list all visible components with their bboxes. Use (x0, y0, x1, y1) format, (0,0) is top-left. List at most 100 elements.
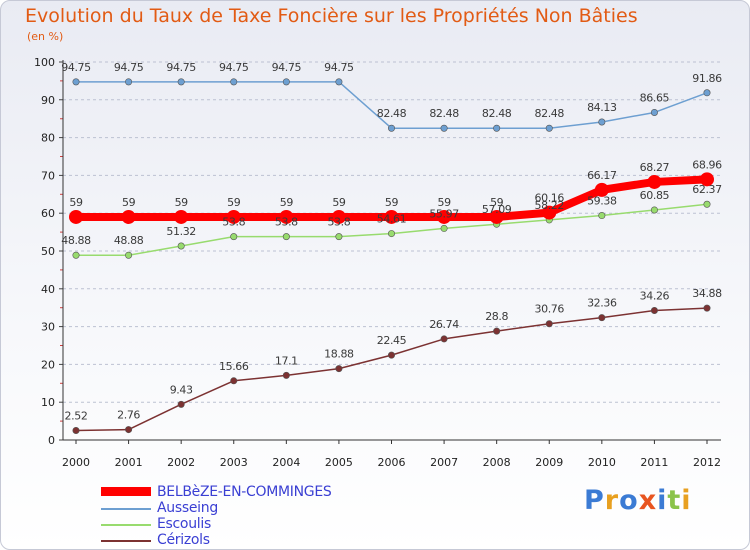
data-label-ausseing: 82.48 (535, 107, 565, 120)
data-label-belb-ze-en-comminges: 59 (280, 196, 294, 209)
data-point-c-rizols (387, 351, 395, 359)
data-point-ausseing (177, 78, 185, 86)
data-point-belb-ze-en-comminges (542, 205, 557, 220)
data-point-ausseing (545, 124, 553, 132)
y-tick-label: 90 (41, 94, 55, 107)
y-tick-label: 30 (41, 321, 55, 334)
data-point-belb-ze-en-comminges (331, 209, 346, 224)
x-tick-label: 2007 (430, 456, 458, 469)
logo-letter: x (638, 485, 658, 516)
data-label-belb-ze-en-comminges: 68.27 (640, 161, 670, 174)
data-point-c-rizols (493, 327, 501, 335)
data-label-belb-ze-en-comminges: 59 (385, 196, 399, 209)
x-tick-label: 2006 (378, 456, 406, 469)
data-label-belb-ze-en-comminges: 59 (437, 196, 451, 209)
data-point-c-rizols (177, 400, 185, 408)
data-point-belb-ze-en-comminges (594, 182, 609, 197)
data-label-escoulis: 48.88 (61, 234, 91, 247)
y-tick-label: 80 (41, 132, 55, 145)
data-point-belb-ze-en-comminges (437, 209, 452, 224)
x-tick-label: 2009 (535, 456, 563, 469)
data-label-ausseing: 91.86 (692, 72, 722, 85)
y-tick-label: 10 (41, 396, 55, 409)
data-point-c-rizols (72, 426, 80, 434)
data-point-c-rizols (440, 335, 448, 343)
data-label-escoulis: 48.88 (114, 234, 144, 247)
data-point-belb-ze-en-comminges (489, 209, 504, 224)
data-point-escoulis (598, 212, 606, 220)
data-point-ausseing (387, 124, 395, 132)
data-point-escoulis (387, 230, 395, 238)
data-label-c-rizols: 22.45 (377, 334, 407, 347)
proxiti-logo: Proxiti (584, 485, 692, 516)
logo-letter: o (619, 485, 639, 516)
data-label-belb-ze-en-comminges: 59 (332, 196, 346, 209)
data-point-belb-ze-en-comminges (174, 209, 189, 224)
data-point-ausseing (703, 89, 711, 97)
data-point-c-rizols (282, 371, 290, 379)
legend-swatch-ausseing (101, 508, 151, 510)
data-label-ausseing: 84.13 (587, 101, 617, 114)
data-point-c-rizols (598, 314, 606, 322)
data-label-ausseing: 86.65 (640, 91, 670, 104)
data-label-ausseing: 94.75 (114, 61, 144, 74)
data-label-c-rizols: 9.43 (170, 383, 193, 396)
data-label-belb-ze-en-comminges: 60.16 (535, 192, 565, 205)
data-label-ausseing: 94.75 (219, 61, 249, 74)
chart-title: Evolution du Taux de Taxe Foncière sur l… (25, 5, 638, 27)
data-point-c-rizols (125, 426, 133, 434)
data-label-ausseing: 82.48 (377, 107, 407, 120)
data-label-c-rizols: 34.88 (692, 287, 722, 300)
data-point-belb-ze-en-comminges (69, 209, 83, 224)
legend-label-ausseing: Ausseing (157, 500, 218, 516)
logo-letter: r (604, 485, 620, 516)
data-label-escoulis: 54.61 (377, 213, 407, 226)
data-point-c-rizols (703, 304, 711, 312)
x-tick-label: 2005 (325, 456, 353, 469)
y-tick-label: 40 (41, 283, 55, 296)
legend-swatch-escoulis (101, 524, 151, 526)
data-label-belb-ze-en-comminges: 68.96 (692, 158, 722, 171)
data-label-c-rizols: 32.36 (587, 297, 617, 310)
data-label-escoulis: 53.8 (327, 216, 350, 229)
data-label-c-rizols: 17.1 (275, 354, 298, 367)
data-point-escoulis (650, 206, 658, 214)
data-label-escoulis: 53.8 (275, 216, 298, 229)
x-tick-label: 2010 (588, 456, 616, 469)
data-point-ausseing (493, 124, 501, 132)
data-label-ausseing: 94.75 (166, 61, 196, 74)
data-label-escoulis: 60.85 (640, 189, 670, 202)
data-point-ausseing (230, 78, 238, 86)
data-label-belb-ze-en-comminges: 66.17 (587, 169, 617, 182)
data-label-ausseing: 94.75 (272, 61, 302, 74)
x-tick-label: 2004 (272, 456, 300, 469)
data-label-belb-ze-en-comminges: 59 (122, 196, 136, 209)
data-point-escoulis (282, 233, 290, 241)
data-label-belb-ze-en-comminges: 59 (227, 196, 241, 209)
x-tick-label: 2000 (62, 456, 90, 469)
data-label-belb-ze-en-comminges: 59 (69, 196, 83, 209)
data-point-ausseing (335, 78, 343, 86)
data-point-belb-ze-en-comminges (226, 209, 241, 224)
chart-subtitle: (en %) (27, 30, 64, 43)
data-point-escoulis (335, 233, 343, 241)
data-point-ausseing (440, 124, 448, 132)
data-label-belb-ze-en-comminges: 59 (175, 196, 189, 209)
legend-label-belbeze: BELBèZE-EN-COMMINGES (157, 484, 332, 500)
data-point-escoulis (230, 233, 238, 241)
data-point-ausseing (72, 78, 80, 86)
data-label-c-rizols: 28.8 (485, 310, 508, 323)
x-tick-label: 2002 (167, 456, 195, 469)
data-label-c-rizols: 34.26 (640, 289, 670, 302)
data-label-c-rizols: 15.66 (219, 360, 249, 373)
data-point-c-rizols (335, 365, 343, 373)
data-point-belb-ze-en-comminges (121, 209, 136, 224)
y-tick-label: 70 (41, 169, 55, 182)
data-label-ausseing: 94.75 (61, 61, 91, 74)
y-tick-label: 20 (41, 358, 55, 371)
x-tick-label: 2008 (483, 456, 511, 469)
data-point-belb-ze-en-comminges (384, 209, 399, 224)
logo-letter: i (657, 485, 668, 516)
data-label-ausseing: 82.48 (482, 107, 512, 120)
data-point-c-rizols (545, 320, 553, 328)
